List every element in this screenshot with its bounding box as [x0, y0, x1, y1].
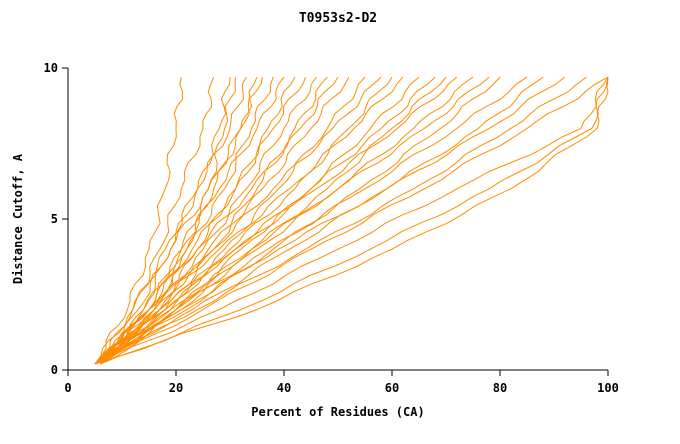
- series-line: [100, 76, 458, 365]
- chart-title: T0953s2-D2: [299, 11, 377, 26]
- y-axis-label: Distance Cutoff, A: [11, 153, 25, 284]
- x-tick-label: 0: [64, 381, 71, 395]
- series-line: [94, 76, 317, 365]
- series-line: [94, 76, 609, 365]
- series-line: [94, 76, 296, 365]
- series-line: [100, 76, 350, 365]
- series-line: [100, 76, 490, 365]
- series-line: [100, 76, 307, 365]
- series-line: [94, 76, 339, 365]
- x-axis-label: Percent of Residues (CA): [251, 405, 424, 419]
- x-tick-label: 60: [385, 381, 399, 395]
- x-tick-label: 100: [597, 381, 619, 395]
- series-line: [100, 76, 436, 365]
- y-tick-label: 10: [44, 61, 58, 75]
- series-line: [100, 76, 609, 365]
- series-line: [100, 76, 382, 365]
- series-line: [100, 76, 404, 365]
- series-line: [94, 76, 501, 365]
- y-tick-label: 5: [51, 212, 58, 226]
- series-line: [94, 76, 587, 365]
- x-tick-label: 80: [493, 381, 507, 395]
- x-tick-label: 40: [277, 381, 291, 395]
- series-line: [94, 76, 609, 365]
- x-tick-label: 20: [169, 381, 183, 395]
- series-line: [100, 76, 247, 365]
- series-line: [94, 76, 544, 365]
- series-line: [94, 76, 474, 365]
- series-line: [94, 76, 366, 365]
- series-line: [99, 77, 263, 365]
- series-line: [94, 76, 184, 365]
- series-line: [100, 76, 528, 365]
- y-tick-label: 0: [51, 363, 58, 377]
- series-line: [94, 76, 258, 365]
- series-line: [94, 76, 215, 365]
- series-line: [94, 76, 393, 365]
- series-line: [100, 76, 566, 365]
- series-line: [100, 77, 609, 365]
- series-line: [100, 76, 328, 365]
